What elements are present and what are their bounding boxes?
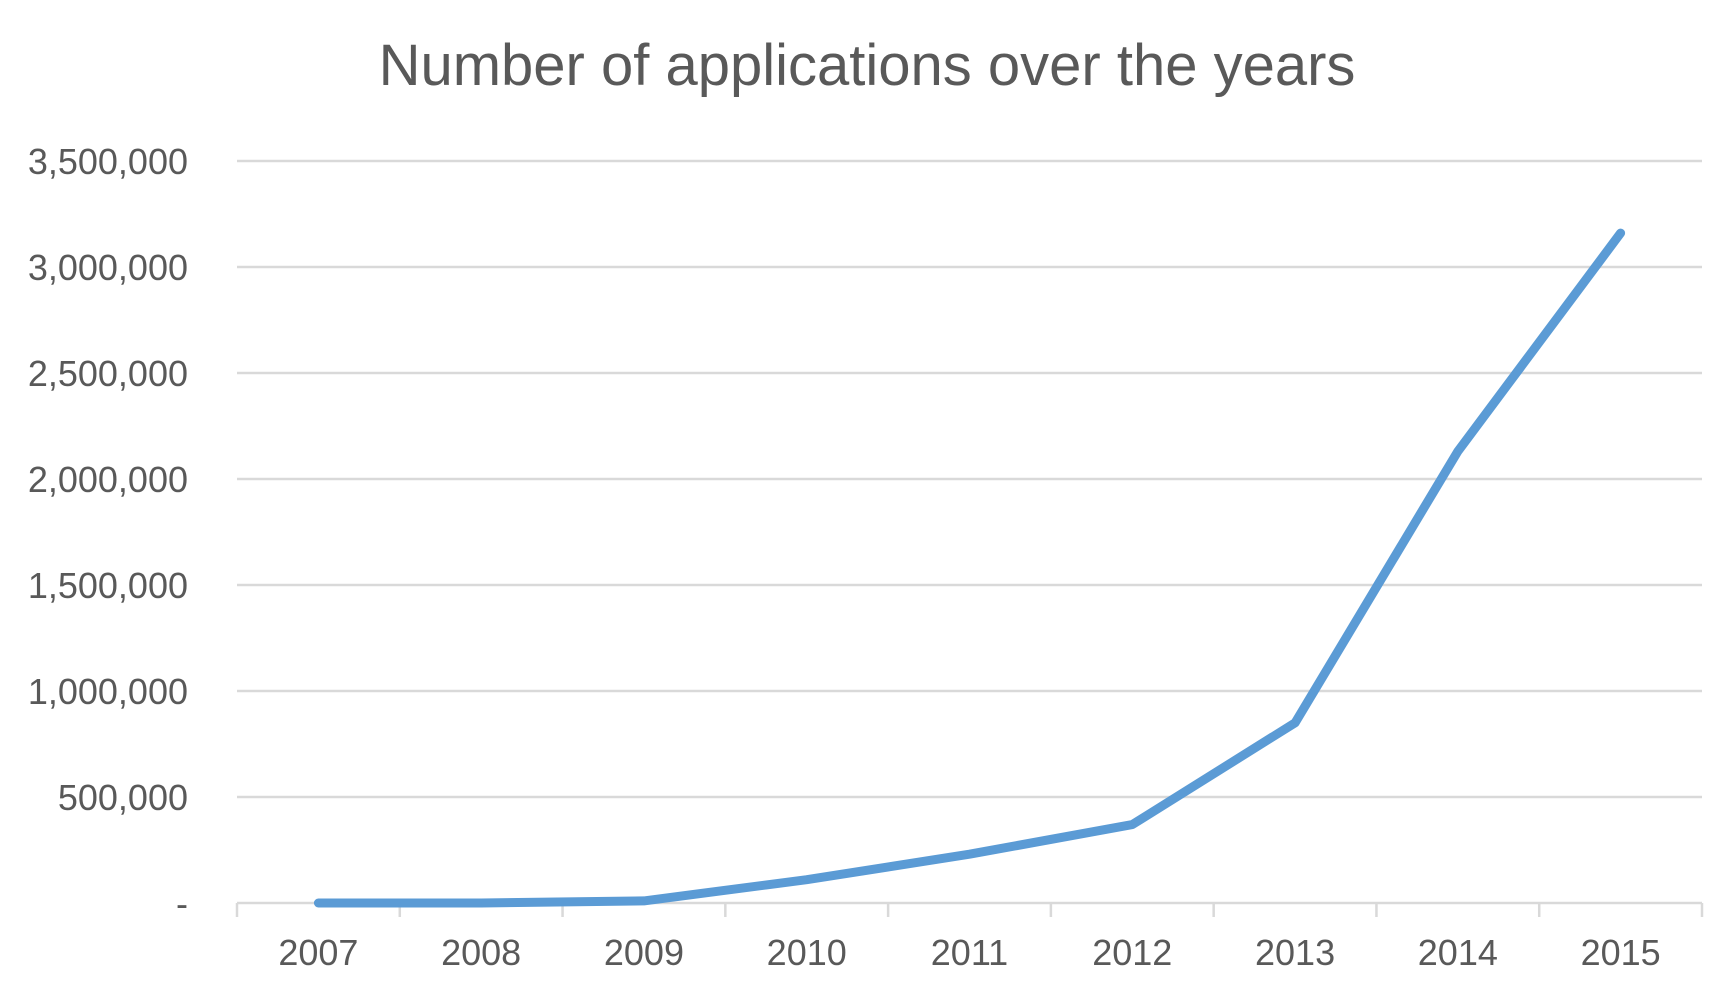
x-tick-label: 2011 bbox=[931, 932, 1008, 973]
x-tick-label: 2015 bbox=[1581, 932, 1661, 973]
data-point bbox=[969, 853, 970, 855]
data-point bbox=[1457, 450, 1459, 452]
x-tick-label: 2013 bbox=[1255, 932, 1335, 973]
data-point bbox=[480, 902, 482, 904]
data-point bbox=[806, 879, 808, 881]
x-tick-label: 2010 bbox=[767, 932, 847, 973]
y-tick-label: 2,000,000 bbox=[28, 459, 188, 500]
y-tick-label: 1,500,000 bbox=[28, 565, 188, 606]
x-tick-label: 2012 bbox=[1092, 932, 1172, 973]
data-point bbox=[1620, 232, 1622, 234]
chart-title: Number of applications over the years bbox=[379, 33, 1356, 98]
series-line bbox=[313, 228, 1626, 908]
data-point bbox=[317, 902, 319, 904]
y-tick-label: 3,000,000 bbox=[28, 247, 188, 288]
x-axis-tick-labels: 2007 2008 2009 2010 2011 2012 2013 2014 2015 bbox=[278, 932, 1660, 973]
x-tick-label: 2009 bbox=[604, 932, 684, 973]
data-point bbox=[1294, 722, 1296, 724]
data-point bbox=[643, 900, 645, 902]
y-tick-label: 1,000,000 bbox=[28, 671, 188, 712]
x-tick-label: 2014 bbox=[1418, 932, 1498, 973]
gridlines bbox=[237, 159, 1702, 799]
y-tick-label: 2,500,000 bbox=[28, 353, 188, 394]
x-tick-label: 2007 bbox=[278, 932, 358, 973]
y-tick-label: - bbox=[176, 883, 188, 924]
data-point bbox=[1131, 824, 1133, 826]
series-layer bbox=[313, 228, 1626, 908]
y-tick-label: 500,000 bbox=[58, 777, 188, 818]
y-axis-tick-labels: - 500,000 1,000,000 1,500,000 2,000,000 2,500… bbox=[28, 141, 188, 924]
y-tick-label: 3,500,000 bbox=[28, 141, 188, 182]
x-tick-label: 2008 bbox=[441, 932, 521, 973]
